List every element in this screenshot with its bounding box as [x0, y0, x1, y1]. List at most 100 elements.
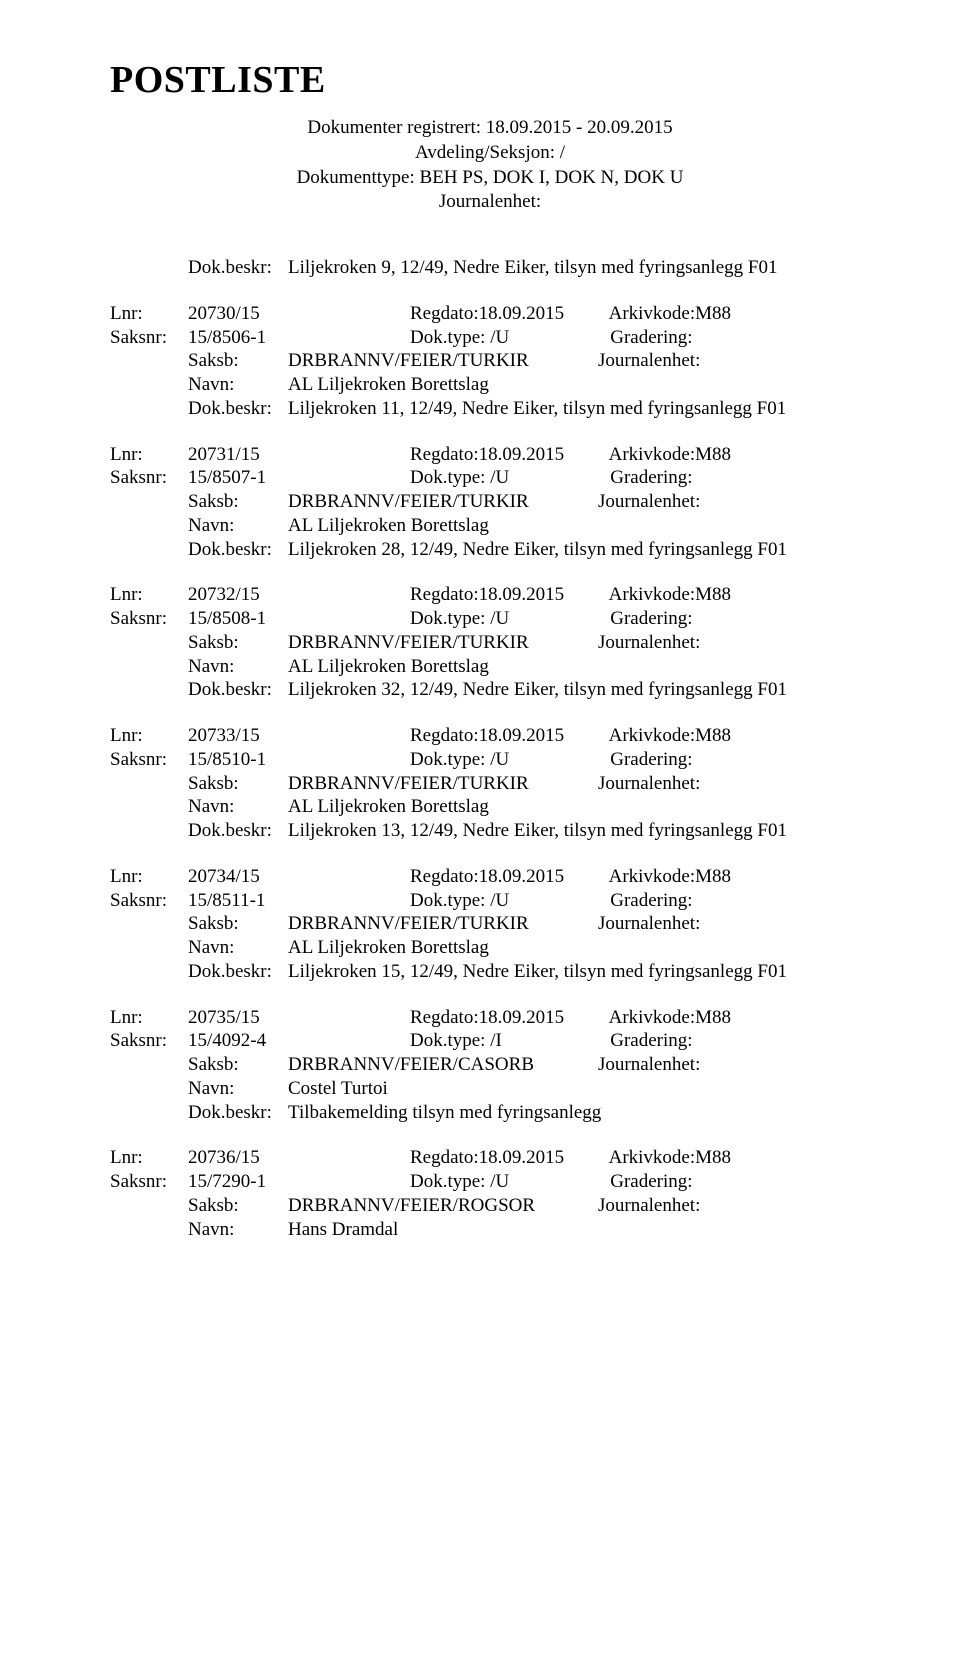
- document-title: POSTLISTE: [110, 58, 870, 102]
- label-lnr: Lnr:: [110, 302, 188, 326]
- entry-row: Lnr:20731/15Regdato:18.09.2015Arkivkode:…: [110, 443, 870, 467]
- entry-row: Saksnr:15/8506-1Dok.type: /UGradering:: [110, 326, 870, 350]
- label-dokbeskr: Dok.beskr:: [188, 678, 288, 702]
- label-navn: Navn:: [188, 936, 288, 960]
- entry-row: Lnr:20733/15Regdato:18.09.2015Arkivkode:…: [110, 724, 870, 748]
- entry-row: Lnr:20734/15Regdato:18.09.2015Arkivkode:…: [110, 865, 870, 889]
- label-lnr: Lnr:: [110, 1146, 188, 1170]
- value-saksb: DRBRANNV/FEIER/TURKIR: [288, 490, 598, 514]
- value-saksnr: 15/8508-1: [188, 607, 410, 631]
- value-lnr: 20731/15: [188, 443, 410, 467]
- label-lnr: Lnr:: [110, 583, 188, 607]
- top-desc-row: Dok.beskr: Liljekroken 9, 12/49, Nedre E…: [110, 256, 870, 280]
- label-saksb: Saksb:: [188, 912, 288, 936]
- value-saksnr: 15/8510-1: [188, 748, 410, 772]
- value-navn: AL Liljekroken Borettslag: [288, 373, 489, 397]
- label-regdato: Regdato:: [410, 1146, 479, 1170]
- entry: Lnr:20735/15Regdato:18.09.2015Arkivkode:…: [110, 1006, 870, 1125]
- entry-row: Navn:Hans Dramdal: [110, 1218, 870, 1242]
- value-navn: AL Liljekroken Borettslag: [288, 936, 489, 960]
- value-lnr: 20734/15: [188, 865, 410, 889]
- label-dokbeskr: Dok.beskr:: [188, 960, 288, 984]
- value-dokbeskr: Liljekroken 15, 12/49, Nedre Eiker, tils…: [288, 960, 787, 984]
- value-arkivkode: M88: [695, 724, 731, 748]
- value-saksnr: 15/8506-1: [188, 326, 410, 350]
- entry-row: Dok.beskr:Liljekroken 28, 12/49, Nedre E…: [110, 538, 870, 562]
- value-regdato: 18.09.2015: [479, 1006, 609, 1030]
- value-navn: Hans Dramdal: [288, 1218, 398, 1242]
- value-navn: AL Liljekroken Borettslag: [288, 795, 489, 819]
- value-doktype: /U: [490, 1170, 610, 1194]
- label-saksb: Saksb:: [188, 1194, 288, 1218]
- value-lnr: 20730/15: [188, 302, 410, 326]
- label-navn: Navn:: [188, 514, 288, 538]
- label-regdato: Regdato:: [410, 1006, 479, 1030]
- label-saksnr: Saksnr:: [110, 1029, 188, 1053]
- value-dokbeskr: Liljekroken 11, 12/49, Nedre Eiker, tils…: [288, 397, 786, 421]
- label-saksb: Saksb:: [188, 1053, 288, 1077]
- value-saksb: DRBRANNV/FEIER/TURKIR: [288, 912, 598, 936]
- entry-row: Saksb:DRBRANNV/FEIER/CASORBJournalenhet:: [110, 1053, 870, 1077]
- header-line-section: Avdeling/Seksjon: /: [110, 141, 870, 165]
- label-gradering: Gradering:: [610, 326, 692, 350]
- entry-row: Lnr:20736/15Regdato:18.09.2015Arkivkode:…: [110, 1146, 870, 1170]
- entry-row: Saksnr:15/7290-1Dok.type: /UGradering:: [110, 1170, 870, 1194]
- value-saksb: DRBRANNV/FEIER/ROGSOR: [288, 1194, 598, 1218]
- value-doktype: /U: [490, 326, 610, 350]
- value-doktype: /U: [490, 607, 610, 631]
- label-gradering: Gradering:: [610, 889, 692, 913]
- entry-row: Saksb:DRBRANNV/FEIER/TURKIRJournalenhet:: [110, 772, 870, 796]
- value-lnr: 20736/15: [188, 1146, 410, 1170]
- entry-row: Lnr:20732/15Regdato:18.09.2015Arkivkode:…: [110, 583, 870, 607]
- label-gradering: Gradering:: [610, 1170, 692, 1194]
- label-journalenhet: Journalenhet:: [598, 912, 700, 936]
- entry: Lnr:20733/15Regdato:18.09.2015Arkivkode:…: [110, 724, 870, 843]
- label-saksb: Saksb:: [188, 631, 288, 655]
- label-saksnr: Saksnr:: [110, 1170, 188, 1194]
- label-dokbeskr: Dok.beskr:: [188, 819, 288, 843]
- entry: Lnr:20734/15Regdato:18.09.2015Arkivkode:…: [110, 865, 870, 984]
- label-doktype: Dok.type:: [410, 1170, 490, 1194]
- label-journalenhet: Journalenhet:: [598, 1194, 700, 1218]
- label-dokbeskr: Dok.beskr:: [188, 538, 288, 562]
- label-journalenhet: Journalenhet:: [598, 349, 700, 373]
- header-line-registered: Dokumenter registrert: 18.09.2015 - 20.0…: [110, 116, 870, 140]
- entry-row: Saksnr:15/8510-1Dok.type: /UGradering:: [110, 748, 870, 772]
- header-line-journal: Journalenhet:: [110, 190, 870, 214]
- entry-row: Dok.beskr:Liljekroken 15, 12/49, Nedre E…: [110, 960, 870, 984]
- label-regdato: Regdato:: [410, 865, 479, 889]
- entry-row: Lnr:20735/15Regdato:18.09.2015Arkivkode:…: [110, 1006, 870, 1030]
- value-doktype: /U: [490, 889, 610, 913]
- label-doktype: Dok.type:: [410, 607, 490, 631]
- value-arkivkode: M88: [695, 583, 731, 607]
- top-desc-value: Liljekroken 9, 12/49, Nedre Eiker, tilsy…: [288, 256, 777, 280]
- label-lnr: Lnr:: [110, 724, 188, 748]
- label-arkivkode: Arkivkode:: [609, 302, 696, 326]
- label-navn: Navn:: [188, 655, 288, 679]
- value-lnr: 20732/15: [188, 583, 410, 607]
- entry-row: Dok.beskr:Liljekroken 13, 12/49, Nedre E…: [110, 819, 870, 843]
- value-arkivkode: M88: [695, 1006, 731, 1030]
- label-journalenhet: Journalenhet:: [598, 631, 700, 655]
- value-dokbeskr: Liljekroken 32, 12/49, Nedre Eiker, tils…: [288, 678, 787, 702]
- value-saksb: DRBRANNV/FEIER/TURKIR: [288, 349, 598, 373]
- label-doktype: Dok.type:: [410, 466, 490, 490]
- value-saksb: DRBRANNV/FEIER/CASORB: [288, 1053, 598, 1077]
- value-saksb: DRBRANNV/FEIER/TURKIR: [288, 772, 598, 796]
- label-dokbeskr: Dok.beskr:: [188, 1101, 288, 1125]
- value-doktype: /U: [490, 748, 610, 772]
- label-regdato: Regdato:: [410, 724, 479, 748]
- value-navn: Costel Turtoi: [288, 1077, 388, 1101]
- entry-row: Navn:AL Liljekroken Borettslag: [110, 514, 870, 538]
- entry-row: Navn:AL Liljekroken Borettslag: [110, 936, 870, 960]
- entry: Lnr:20731/15Regdato:18.09.2015Arkivkode:…: [110, 443, 870, 562]
- value-navn: AL Liljekroken Borettslag: [288, 514, 489, 538]
- value-regdato: 18.09.2015: [479, 724, 609, 748]
- entry: Lnr:20730/15Regdato:18.09.2015Arkivkode:…: [110, 302, 870, 421]
- value-navn: AL Liljekroken Borettslag: [288, 655, 489, 679]
- label-navn: Navn:: [188, 1077, 288, 1101]
- entry-row: Saksnr:15/4092-4Dok.type: /IGradering:: [110, 1029, 870, 1053]
- label-lnr: Lnr:: [110, 865, 188, 889]
- label-journalenhet: Journalenhet:: [598, 772, 700, 796]
- label-regdato: Regdato:: [410, 302, 479, 326]
